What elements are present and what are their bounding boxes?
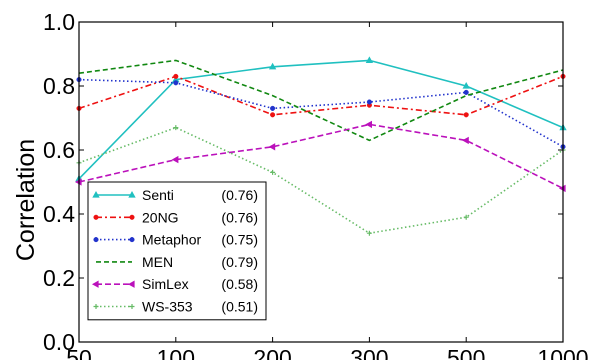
legend-item: Senti (0.76): [92, 187, 258, 203]
legend-item: MEN (0.79): [96, 254, 258, 270]
data-point: [365, 120, 372, 129]
legend-marker: [93, 304, 99, 309]
x-tick-label: 200: [253, 345, 291, 360]
data-point: [270, 105, 276, 111]
data-point: [463, 214, 469, 220]
plot-frame: [78, 21, 564, 343]
legend-label: Senti: [142, 187, 174, 203]
series-line: [78, 78, 564, 148]
y-tick-label: 0.2: [43, 265, 75, 291]
legend-item: WS-353 (0.51): [93, 299, 258, 315]
legend-box: [87, 181, 267, 321]
legend-marker: [129, 214, 135, 220]
legend-marker: [93, 237, 99, 243]
legend-score: (0.79): [221, 254, 258, 270]
data-point: [365, 56, 374, 63]
x-tick-label: 50: [66, 345, 92, 360]
legend-label: Metaphor: [142, 232, 201, 248]
series-20ng: [76, 73, 566, 118]
legend-label: WS-353: [142, 299, 193, 315]
data-point: [173, 73, 179, 79]
legend-score: (0.58): [221, 276, 258, 292]
data-point: [268, 143, 276, 151]
legend-marker: [129, 237, 135, 243]
series-line: [78, 59, 564, 142]
legend-item: 20NG (0.76): [93, 209, 258, 225]
y-axis-label: Correlation: [12, 139, 40, 261]
legend-marker: [92, 190, 100, 198]
legend-marker: [91, 280, 99, 288]
legend-score: (0.75): [221, 232, 258, 248]
legend: Senti (0.76) 20NG (0.76) Metaphor (0.75) MEN (0…: [87, 181, 267, 321]
legend-score: (0.51): [221, 299, 258, 315]
data-point: [462, 81, 470, 89]
data-point: [171, 155, 179, 164]
legend-marker: [93, 214, 99, 220]
y-tick-label: 1.0: [43, 9, 75, 35]
legend-label: MEN: [142, 254, 173, 270]
y-tick-label: 0.6: [43, 137, 75, 163]
x-tick-label: 100: [157, 345, 195, 360]
y-tick-label: 0.0: [43, 329, 75, 355]
x-tick-label: 1000: [537, 345, 588, 360]
data-point: [270, 169, 276, 175]
data-point: [462, 136, 469, 145]
y-tick-label: 0.4: [43, 201, 75, 227]
data-point: [366, 230, 372, 236]
legend-item: Metaphor (0.75): [93, 232, 258, 248]
data-point: [268, 62, 277, 70]
legend-marker: [127, 280, 135, 288]
x-tick-label: 500: [447, 345, 485, 360]
data-point: [463, 112, 469, 118]
series-line: [78, 59, 564, 180]
data-point: [173, 125, 179, 131]
series-men: [78, 59, 564, 142]
legend-label: SimLex: [142, 276, 189, 292]
series-simlex: [74, 120, 566, 193]
data-point: [173, 80, 179, 86]
legend-marker: [129, 304, 135, 309]
y-tick-label: 0.8: [43, 73, 75, 99]
legend-score: (0.76): [221, 187, 258, 203]
series-senti: [75, 56, 567, 182]
legend-item: SimLex (0.58): [91, 276, 258, 292]
data-point: [366, 99, 372, 105]
ticks-layer: 50 100 200 300 500 1000 0.0 0.2 0.4 0.6 0.8 1.0: [43, 9, 589, 360]
legend-label: 20NG: [142, 209, 179, 225]
series-metaphor: [76, 77, 566, 150]
legend-score: (0.76): [221, 209, 258, 225]
data-point: [270, 112, 276, 118]
legend-marker: [128, 190, 136, 198]
x-tick-label: 300: [350, 345, 388, 360]
series-line: [78, 123, 564, 190]
data-point: [463, 89, 469, 95]
